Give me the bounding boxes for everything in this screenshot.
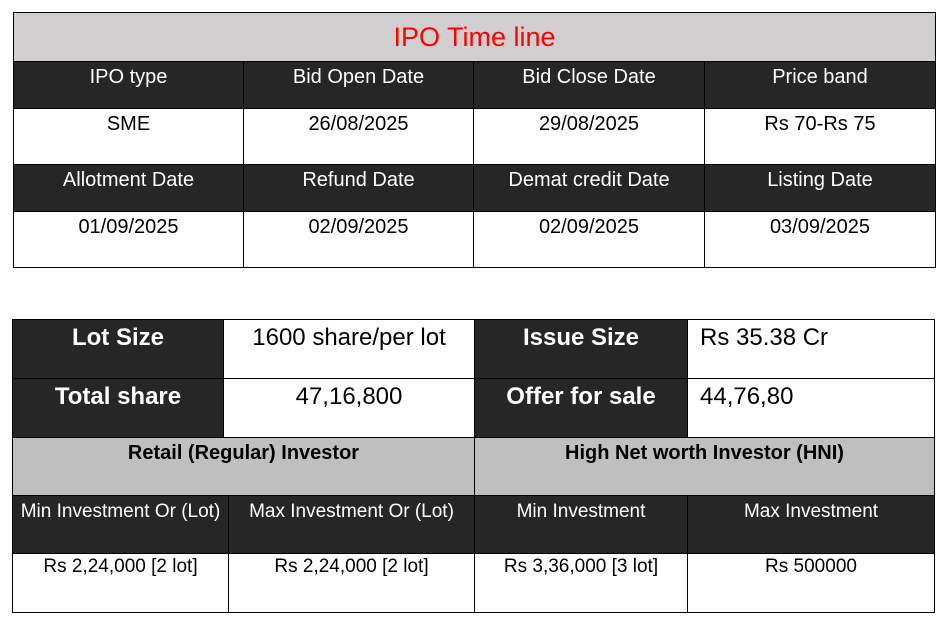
value-hni-max-investment: Rs 500000 [687, 553, 935, 613]
header-listing-date: Listing Date [704, 164, 936, 212]
header-allotment-date: Allotment Date [13, 164, 244, 212]
value-retail-max-investment: Rs 2,24,000 [2 lot] [228, 553, 475, 613]
issue-details-table: Lot Size 1600 share/per lot Issue Size R… [12, 319, 935, 613]
retail-investor-heading: Retail (Regular) Investor [12, 437, 475, 496]
value-bid-close-date: 29/08/2025 [473, 108, 705, 165]
value-listing-date: 03/09/2025 [704, 211, 936, 268]
offer-for-sale-value: 44,76,80 [687, 378, 935, 438]
value-allotment-date: 01/09/2025 [13, 211, 244, 268]
lot-size-value: 1600 share/per lot [223, 319, 475, 379]
offer-for-sale-label: Offer for sale [474, 378, 688, 438]
header-hni-min-investment: Min Investment [474, 495, 688, 554]
value-demat-credit-date: 02/09/2025 [473, 211, 705, 268]
hni-investor-heading: High Net worth Investor (HNI) [474, 437, 935, 496]
header-retail-min-investment: Min Investment Or (Lot) [12, 495, 229, 554]
header-hni-max-investment: Max Investment [687, 495, 935, 554]
lot-size-label: Lot Size [12, 319, 224, 379]
value-retail-min-investment: Rs 2,24,000 [2 lot] [12, 553, 229, 613]
issue-size-label: Issue Size [474, 319, 688, 379]
total-share-value: 47,16,800 [223, 378, 475, 438]
value-hni-min-investment: Rs 3,36,000 [3 lot] [474, 553, 688, 613]
value-ipo-type: SME [13, 108, 244, 165]
ipo-timeline-table: IPO Time line IPO type Bid Open Date Bid… [13, 12, 936, 268]
total-share-label: Total share [12, 378, 224, 438]
header-price-band: Price band [704, 61, 936, 109]
value-price-band: Rs 70-Rs 75 [704, 108, 936, 165]
header-retail-max-investment: Max Investment Or (Lot) [228, 495, 475, 554]
timeline-title: IPO Time line [13, 12, 936, 62]
header-demat-credit-date: Demat credit Date [473, 164, 705, 212]
header-bid-open-date: Bid Open Date [243, 61, 474, 109]
header-bid-close-date: Bid Close Date [473, 61, 705, 109]
issue-size-value: Rs 35.38 Cr [687, 319, 935, 379]
value-refund-date: 02/09/2025 [243, 211, 474, 268]
header-refund-date: Refund Date [243, 164, 474, 212]
value-bid-open-date: 26/08/2025 [243, 108, 474, 165]
header-ipo-type: IPO type [13, 61, 244, 109]
